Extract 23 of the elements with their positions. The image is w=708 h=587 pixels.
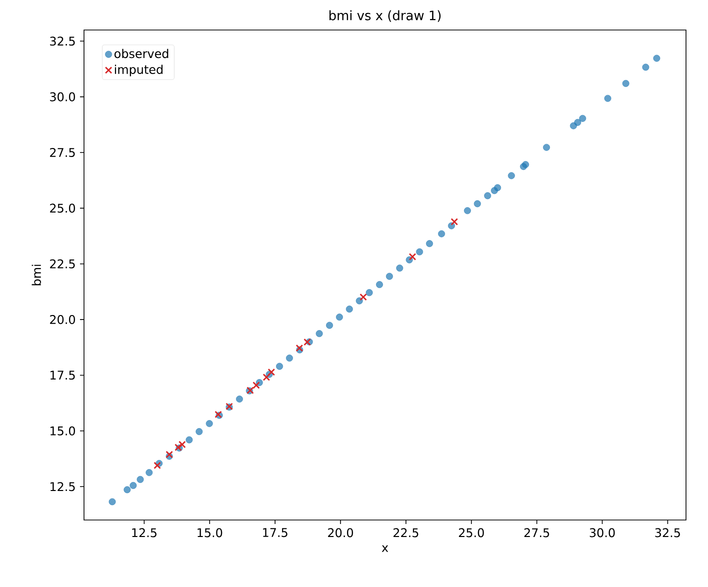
y-tick-label: 22.5 <box>50 259 75 268</box>
y-tick-label: 30.0 <box>50 92 76 102</box>
x-axis-title: x <box>382 545 388 552</box>
x-tick-label: 32.5 <box>655 528 680 538</box>
y-tick-label: 27.5 <box>50 148 75 158</box>
x-tick-label: 12.5 <box>132 528 156 538</box>
y-tick-label: 15.0 <box>50 426 76 436</box>
chart-title: bmi vs x (draw 1) <box>329 10 441 22</box>
x-tick-label: 27.5 <box>524 528 550 538</box>
x-tick-label: 25.0 <box>458 528 484 538</box>
legend-label: imputed <box>114 64 163 76</box>
legend-label: observed <box>114 48 168 58</box>
y-tick-label: 12.5 <box>50 482 75 492</box>
y-tick-label: 32.5 <box>50 36 75 46</box>
x-tick-label: 15.0 <box>198 528 222 538</box>
x-tick-label: 20.0 <box>328 528 354 538</box>
x-tick-label: 30.0 <box>590 528 615 538</box>
y-tick-label: 20.0 <box>50 315 76 324</box>
x-tick-label: 22.5 <box>394 528 418 538</box>
y-tick-label: 25.0 <box>50 204 76 213</box>
y-tick-label: 17.5 <box>50 370 75 380</box>
y-axis-title: bmi <box>32 264 42 286</box>
x-tick-label: 17.5 <box>263 528 288 538</box>
